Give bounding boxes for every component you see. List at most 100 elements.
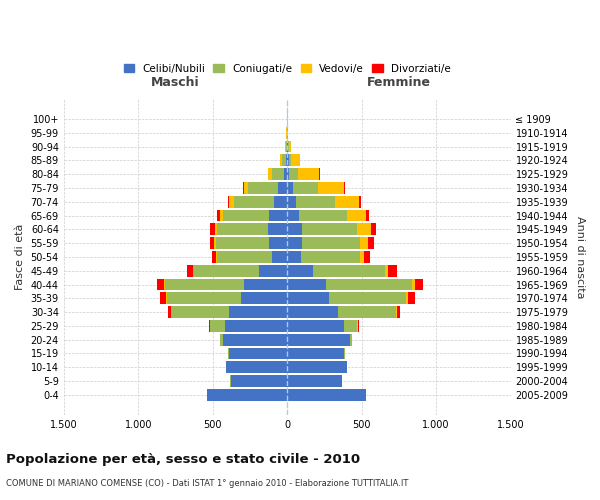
Bar — [287, 265, 313, 276]
Bar — [396, 306, 397, 318]
Bar — [157, 278, 164, 290]
Bar — [216, 238, 269, 249]
Y-axis label: Anni di nascita: Anni di nascita — [575, 216, 585, 298]
Bar — [207, 389, 287, 401]
Bar — [366, 210, 369, 222]
Bar — [291, 154, 300, 166]
Bar — [299, 210, 347, 222]
Bar — [217, 210, 220, 222]
Bar — [268, 224, 287, 235]
Bar — [289, 168, 298, 180]
Bar — [223, 334, 287, 345]
Text: Popolazione per età, sesso e stato civile - 2010: Popolazione per età, sesso e stato civil… — [6, 452, 360, 466]
Bar — [406, 292, 408, 304]
Bar — [344, 320, 357, 332]
Bar — [187, 265, 193, 276]
Bar — [287, 348, 344, 360]
Bar — [287, 306, 338, 318]
Bar — [287, 224, 302, 235]
Bar — [287, 251, 301, 263]
Bar — [368, 238, 374, 249]
Text: Femmine: Femmine — [367, 76, 431, 89]
Bar — [302, 238, 360, 249]
Text: Maschi: Maschi — [151, 76, 200, 89]
Bar — [241, 292, 287, 304]
Bar — [268, 168, 272, 180]
Bar — [217, 251, 272, 263]
Bar — [364, 251, 370, 263]
Bar — [357, 224, 371, 235]
Bar — [298, 168, 319, 180]
Bar — [269, 238, 287, 249]
Bar — [226, 362, 287, 373]
Bar — [229, 196, 233, 207]
Bar — [287, 334, 350, 345]
Bar — [287, 375, 343, 387]
Bar — [287, 362, 347, 373]
Bar — [397, 306, 400, 318]
Bar — [358, 320, 359, 332]
Bar — [211, 224, 215, 235]
Bar — [408, 292, 415, 304]
Bar — [229, 348, 287, 360]
Bar — [193, 265, 259, 276]
Bar — [230, 375, 287, 387]
Bar — [287, 292, 329, 304]
Bar — [287, 140, 288, 152]
Bar — [289, 140, 291, 152]
Bar — [289, 154, 291, 166]
Bar — [329, 292, 406, 304]
Bar — [319, 182, 344, 194]
Bar — [388, 265, 397, 276]
Bar — [212, 251, 217, 263]
Bar — [359, 196, 361, 207]
Bar — [244, 182, 248, 194]
Bar — [220, 210, 223, 222]
Bar — [287, 154, 289, 166]
Bar — [217, 224, 268, 235]
Legend: Celibi/Nubili, Coniugati/e, Vedovi/e, Divorziati/e: Celibi/Nubili, Coniugati/e, Vedovi/e, Di… — [119, 60, 455, 78]
Bar — [350, 334, 352, 345]
Bar — [233, 196, 274, 207]
Bar — [223, 210, 269, 222]
Y-axis label: Fasce di età: Fasce di età — [15, 224, 25, 290]
Bar — [272, 251, 287, 263]
Bar — [224, 320, 287, 332]
Bar — [287, 168, 289, 180]
Bar — [248, 182, 278, 194]
Bar — [415, 278, 424, 290]
Bar — [215, 224, 217, 235]
Bar — [287, 278, 326, 290]
Bar — [160, 292, 166, 304]
Bar — [165, 278, 244, 290]
Bar — [244, 278, 287, 290]
Bar — [301, 251, 360, 263]
Bar — [169, 306, 171, 318]
Bar — [286, 154, 287, 166]
Bar — [280, 154, 281, 166]
Bar — [286, 140, 287, 152]
Bar — [214, 238, 216, 249]
Bar — [338, 306, 396, 318]
Bar — [287, 196, 296, 207]
Bar — [229, 306, 287, 318]
Bar — [171, 306, 229, 318]
Bar — [164, 278, 165, 290]
Bar — [412, 278, 415, 290]
Bar — [281, 154, 286, 166]
Bar — [360, 238, 368, 249]
Bar — [287, 238, 302, 249]
Bar — [227, 196, 229, 207]
Bar — [385, 265, 388, 276]
Bar — [371, 224, 376, 235]
Bar — [269, 210, 287, 222]
Bar — [272, 168, 284, 180]
Bar — [210, 238, 214, 249]
Bar — [284, 168, 287, 180]
Bar — [274, 196, 287, 207]
Bar — [287, 320, 344, 332]
Bar — [287, 182, 293, 194]
Bar — [360, 251, 364, 263]
Bar — [344, 182, 345, 194]
Bar — [220, 334, 223, 345]
